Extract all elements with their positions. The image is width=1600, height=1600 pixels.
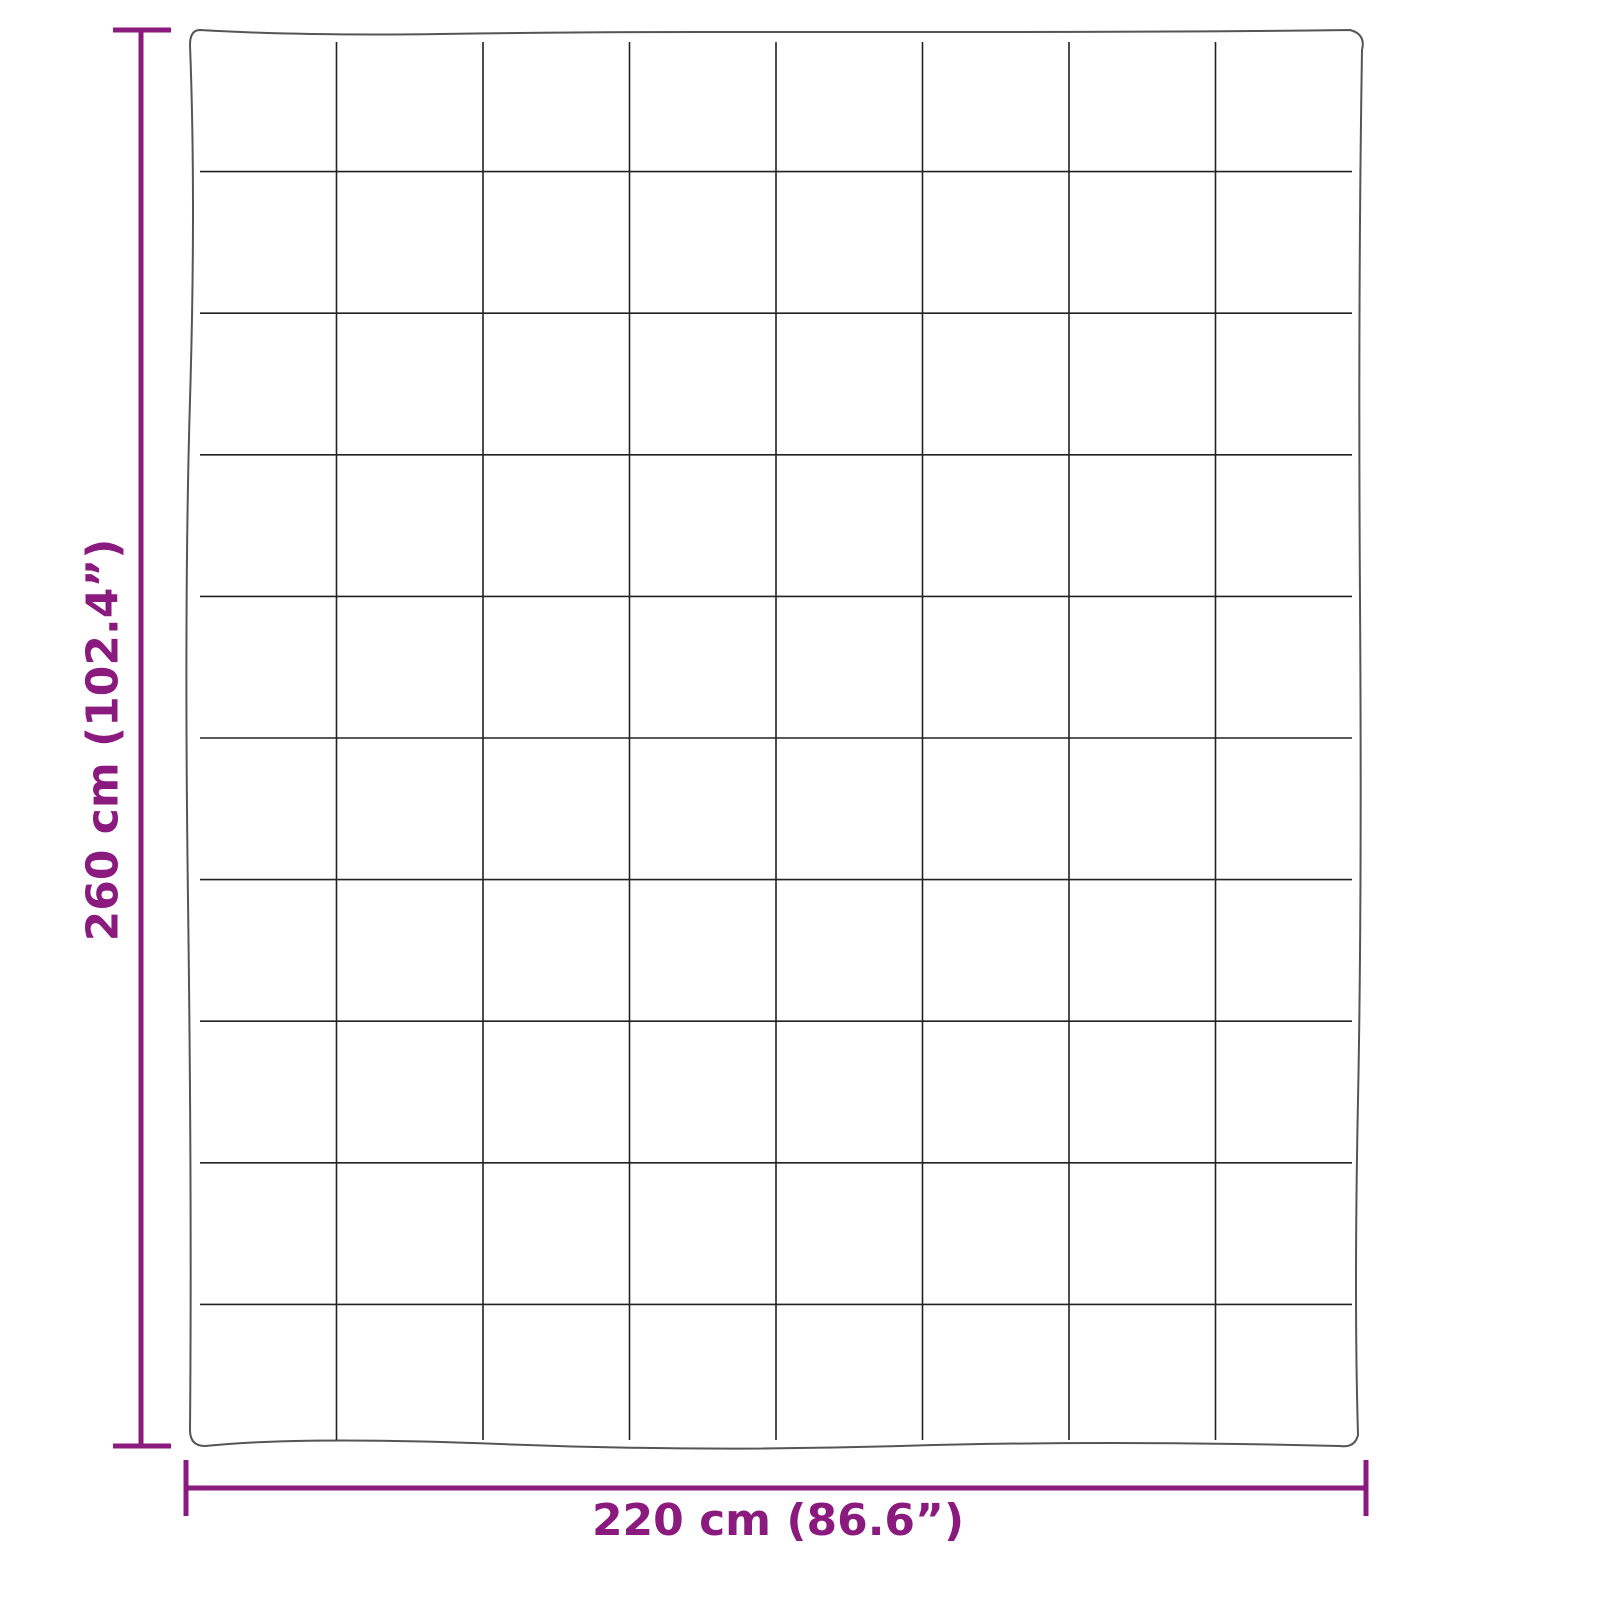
height-dimension-label: 260 cm (102.4”) (77, 538, 129, 942)
quilt-stitch-grid (200, 42, 1352, 1440)
dimension-lines (113, 27, 1369, 1516)
blanket-outline (185, 28, 1364, 1450)
width-dimension-label: 220 cm (86.6”) (591, 1495, 965, 1546)
